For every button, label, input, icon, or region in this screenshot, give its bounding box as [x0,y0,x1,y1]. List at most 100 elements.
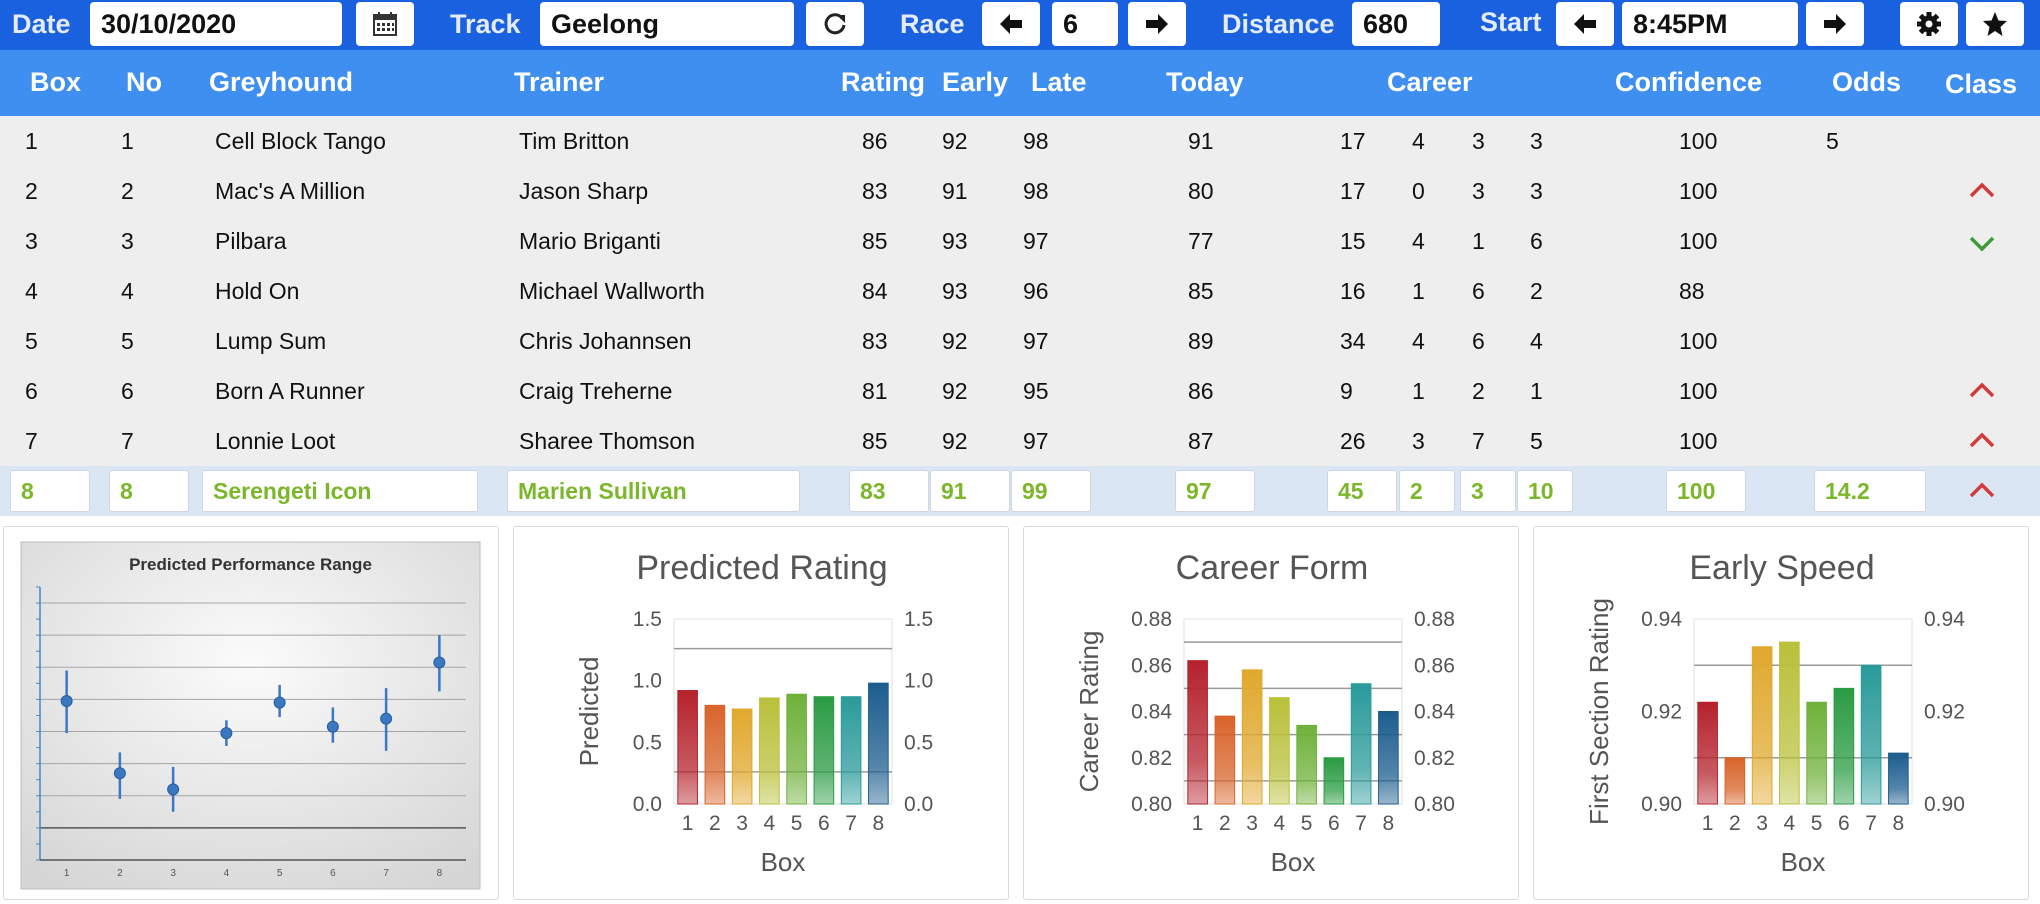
y-tick-label-left: 0.86 [1131,654,1172,677]
cell-trainer[interactable]: Marien Sullivan [507,470,800,512]
header-trainer[interactable]: Trainer [514,67,605,97]
bar-box-1 [1697,701,1718,805]
table-row[interactable]: 4 4 Hold On Michael Wallworth 84 93 96 85 16 1 6 2 8… [0,266,2040,316]
cell-seconds: 6 [1472,328,1485,354]
gear-icon [1917,12,1941,36]
cell-starts: 9 [1340,378,1353,404]
race-number-field[interactable]: 6 [1052,2,1118,46]
cell-starts[interactable]: 45 [1327,470,1397,512]
settings-button[interactable] [1900,2,1958,46]
cell-odds[interactable]: 14.2 [1814,470,1926,512]
data-point [326,720,339,733]
cell-trainer: Craig Treherne [519,378,673,404]
header-confidence[interactable]: Confidence [1615,67,1763,97]
header-greyhound[interactable]: Greyhound [209,67,354,97]
start-prev-button[interactable] [1556,2,1614,46]
header-rating[interactable]: Rating [841,67,925,97]
bar-box-8 [1888,752,1909,805]
header-early[interactable]: Early [942,67,1009,97]
cell-seconds: 3 [1472,178,1485,204]
cell-seconds: 3 [1472,128,1485,154]
cell-starts: 17 [1340,128,1366,154]
cell-trainer: Chris Johannsen [519,328,692,354]
table-row[interactable]: 6 6 Born A Runner Craig Treherne 81 92 95 86 9 1 2… [0,366,2040,416]
cell-no[interactable]: 8 [109,470,189,512]
cell-confidence: 100 [1679,428,1718,454]
bar-box-6 [1323,757,1345,805]
table-row[interactable]: 8 8 Serengeti Icon Marien Sullivan 83 91 99 97 4… [0,466,2040,516]
date-field[interactable]: 30/10/2020 [90,2,342,46]
x-tick-label: 4 [1274,812,1286,835]
y-tick-label-left: 1.0 [633,670,662,693]
header-career[interactable]: Career [1387,67,1473,97]
cell-thirds: 3 [1530,128,1543,154]
table-row[interactable]: 7 7 Lonnie Loot Sharee Thomson 85 92 97 87 26 3 7 5… [0,416,2040,466]
table-row[interactable]: 5 5 Lump Sum Chris Johannsen 83 92 97 89 34 4 6 4 10… [0,316,2040,366]
header-no[interactable]: No [126,67,162,97]
cell-greyhound[interactable]: Serengeti Icon [202,470,478,512]
cell-early[interactable]: 91 [930,470,1010,512]
table-row[interactable]: 3 3 Pilbara Mario Briganti 85 93 97 77 15 4 1 6 100 [0,216,2040,266]
cell-thirds[interactable]: 10 [1517,470,1573,512]
header-box[interactable]: Box [30,67,82,97]
cell-seconds: 1 [1472,228,1485,254]
cell-confidence[interactable]: 100 [1666,470,1746,512]
cell-late: 95 [1023,378,1049,404]
y-tick-label-left: 0.90 [1641,793,1682,816]
header-class[interactable]: Class [1945,69,2018,99]
cell-seconds[interactable]: 3 [1460,470,1516,512]
arrow-right-icon [1824,14,1846,34]
distance-label: Distance [1222,9,1335,39]
panel-career-form: Career Form 1 2 3 4 5 6 7 8 0.80 0.80 0.82 0.82 0.84 0… [1023,526,1519,900]
calendar-icon [373,12,397,36]
y-tick-label-left: 0.88 [1131,608,1172,631]
cell-wins[interactable]: 2 [1399,470,1455,512]
x-tick-label: 1 [1192,812,1204,835]
cell-rating: 85 [862,428,888,454]
x-tick-label: 6 [818,812,830,835]
cell-starts: 16 [1340,278,1366,304]
cell-rating[interactable]: 83 [849,470,929,512]
bar-box-1 [677,690,698,805]
bar-box-5 [1296,724,1317,805]
table-header: Box No Greyhound Trainer Rating Early La… [0,50,2040,116]
header-odds[interactable]: Odds [1832,67,1902,97]
cell-greyhound: Lump Sum [215,328,327,354]
header-today[interactable]: Today [1166,67,1244,97]
x-tick-label: 3 [736,812,748,835]
cell-greyhound: Cell Block Tango [215,128,386,154]
race-prev-button[interactable] [982,2,1040,46]
panel-performance-range: Predicted Performance Range 1 2 3 4 5 6 7 8 [3,526,499,900]
table-row[interactable]: 1 1 Cell Block Tango Tim Britton 86 92 98 91 17 4… [0,116,2040,166]
cell-late: 97 [1023,428,1049,454]
calendar-button[interactable] [356,2,414,46]
favourite-button[interactable] [1966,2,2024,46]
distance-field[interactable]: 680 [1352,2,1440,46]
table-row[interactable]: 2 2 Mac's A Million Jason Sharp 83 91 98 80 17 0 3… [0,166,2040,216]
start-next-button[interactable] [1806,2,1864,46]
cell-early: 92 [942,328,968,354]
x-tick-label: 7 [383,868,389,879]
refresh-icon [824,13,846,35]
cell-late: 98 [1023,178,1049,204]
refresh-button[interactable] [806,2,864,46]
track-field[interactable]: Geelong [540,2,794,46]
cell-thirds: 2 [1530,278,1543,304]
arrow-left-icon [1574,14,1596,34]
cell-late[interactable]: 99 [1011,470,1091,512]
cell-today[interactable]: 97 [1175,470,1255,512]
cell-wins: 0 [1412,178,1425,204]
bar-box-8 [868,682,889,805]
panel-early-speed: Early Speed 1 2 3 4 5 6 7 8 0.90 0.90 0.92 0.92 0.94 0… [1533,526,2029,900]
data-point [220,727,233,740]
data-point [380,712,393,725]
y-tick-label-right: 0.88 [1414,608,1455,631]
cell-rating: 81 [862,378,888,404]
cell-box[interactable]: 8 [10,470,90,512]
cell-box: 2 [25,178,38,204]
race-next-button[interactable] [1128,2,1186,46]
start-time-field[interactable]: 8:45PM [1622,2,1798,46]
header-late[interactable]: Late [1031,67,1087,97]
class-up-icon [1969,482,1995,498]
class-up-icon [1969,432,1995,448]
